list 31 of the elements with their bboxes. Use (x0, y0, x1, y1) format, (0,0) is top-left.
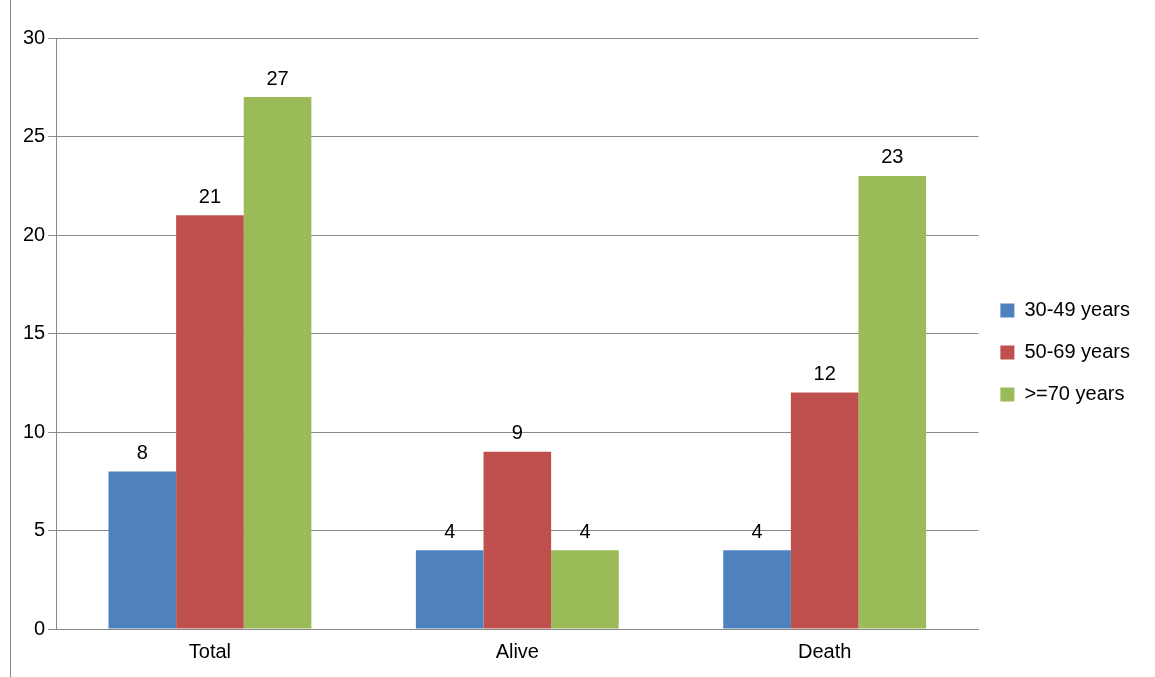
data-label: 21 (198, 184, 222, 207)
data-label: 23 (881, 145, 904, 168)
bar (723, 550, 791, 629)
x-tick-label: Death (798, 639, 852, 662)
bar (858, 175, 927, 629)
legend-label: >=70 years (1024, 382, 1125, 405)
data-label: 9 (511, 421, 523, 444)
data-label: 27 (266, 66, 289, 89)
bar (483, 451, 552, 629)
y-tick-label: 10 (23, 419, 46, 442)
data-label: 8 (136, 440, 148, 463)
data-label: 12 (813, 362, 836, 385)
y-tick-label: 0 (34, 616, 46, 639)
y-tick-label: 20 (23, 222, 46, 245)
bar (790, 392, 859, 629)
data-label: 4 (444, 519, 456, 542)
data-label: 4 (751, 519, 763, 542)
y-tick-label: 30 (23, 25, 46, 48)
bar (176, 215, 244, 629)
y-tick-label: 5 (34, 518, 46, 541)
legend-label: 50-69 years (1024, 340, 1131, 363)
x-tick-label: Total (188, 639, 232, 662)
y-tick-label: 15 (23, 321, 46, 344)
y-tick-label: 25 (23, 124, 46, 147)
bar (415, 550, 484, 629)
bar (243, 97, 312, 629)
legend-label: 30-49 years (1024, 298, 1131, 321)
bar (551, 550, 619, 629)
x-tick-label: Alive (495, 639, 539, 662)
data-label: 4 (579, 519, 591, 542)
bar (108, 471, 177, 629)
